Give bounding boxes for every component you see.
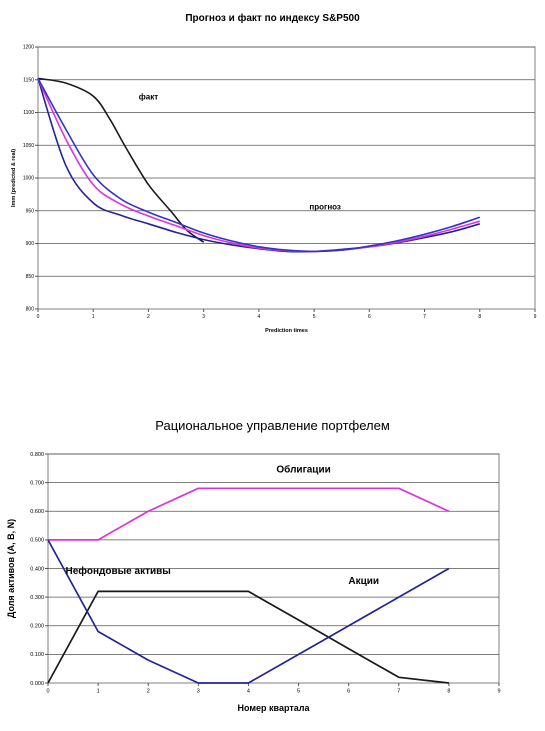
x-tick-label: 5 [297,689,300,695]
x-tick-label: 0 [46,689,49,695]
y-tick-label: 1050 [23,143,34,149]
x-tick-label: 2 [147,689,150,695]
y-tick-label: 1150 [23,77,34,83]
x-tick-label: 0 [37,314,40,320]
x-tick-label: 7 [423,314,426,320]
series-line-2 [37,78,481,253]
x-tick-label: 9 [534,314,537,320]
x-tick-label: 2 [147,314,150,320]
y-axis-label: Доля активов (A, B, N) [6,519,16,618]
y-tick-label: 0.500 [30,538,44,544]
annotation-1: Нефондовые активы [65,565,170,577]
x-tick-label: 3 [202,314,205,320]
annotation-1: прогноз [309,202,341,211]
series-line-0 [48,487,450,541]
x-tick-label: 6 [347,689,350,695]
y-tick-label: 0.700 [30,480,44,486]
x-tick-label: 4 [257,314,260,320]
y-tick-label: 1000 [23,176,34,182]
chart-title: Рациональное управление портфелем [155,418,390,433]
series-line-2 [47,539,450,684]
x-axis-label: Prediction times [265,328,308,334]
x-tick-label: 7 [397,689,400,695]
y-tick-label: 0.100 [30,652,44,658]
x-tick-label: 3 [197,689,200,695]
y-tick-label: 1200 [23,45,34,51]
series-line-3 [37,78,481,253]
x-axis-label: Номер квартала [238,703,311,713]
y-tick-label: 850 [26,274,35,280]
chart-title: Прогноз и факт по индексу S&P500 [185,13,360,24]
y-tick-label: 1100 [23,110,34,116]
x-tick-label: 5 [313,314,316,320]
y-tick-label: 0.800 [30,452,44,458]
annotation-0: Облигации [276,464,330,476]
x-tick-label: 1 [92,314,95,320]
y-tick-label: 0.300 [30,595,44,601]
y-tick-label: 0.000 [30,681,44,687]
series-line-1 [37,78,481,253]
annotation-2: Акции [348,576,379,587]
portfolio-management-chart: Рациональное управление портфелем 0.000 0… [0,400,545,726]
x-tick-label: 9 [497,689,500,695]
chart-canvas: 0.000 0.100 0.200 0.300 0.400 0.500 0.600 0.700… [6,452,501,713]
x-tick-label: 1 [97,689,100,695]
y-tick-label: 0.200 [30,624,44,630]
chart-canvas: 800 850 900 950 1000 1050 1100 1150 1200 0 1 2 3 4 5 6 7… [11,45,537,334]
annotation-0: факт [139,92,158,101]
x-tick-label: 6 [368,314,371,320]
y-tick-label: 0.600 [30,509,44,515]
sp500-forecast-chart: Прогноз и факт по индексу S&P500 800 850 9… [0,0,545,345]
y-axis-label: Imm (predicted & real) [11,149,17,207]
x-tick-label: 8 [447,689,450,695]
x-tick-label: 8 [478,314,481,320]
y-tick-label: 800 [26,307,35,313]
y-tick-label: 950 [26,208,35,214]
series-line-1 [47,590,449,684]
y-tick-label: 0.400 [30,566,44,572]
x-tick-label: 4 [247,689,250,695]
y-tick-label: 900 [26,241,35,247]
